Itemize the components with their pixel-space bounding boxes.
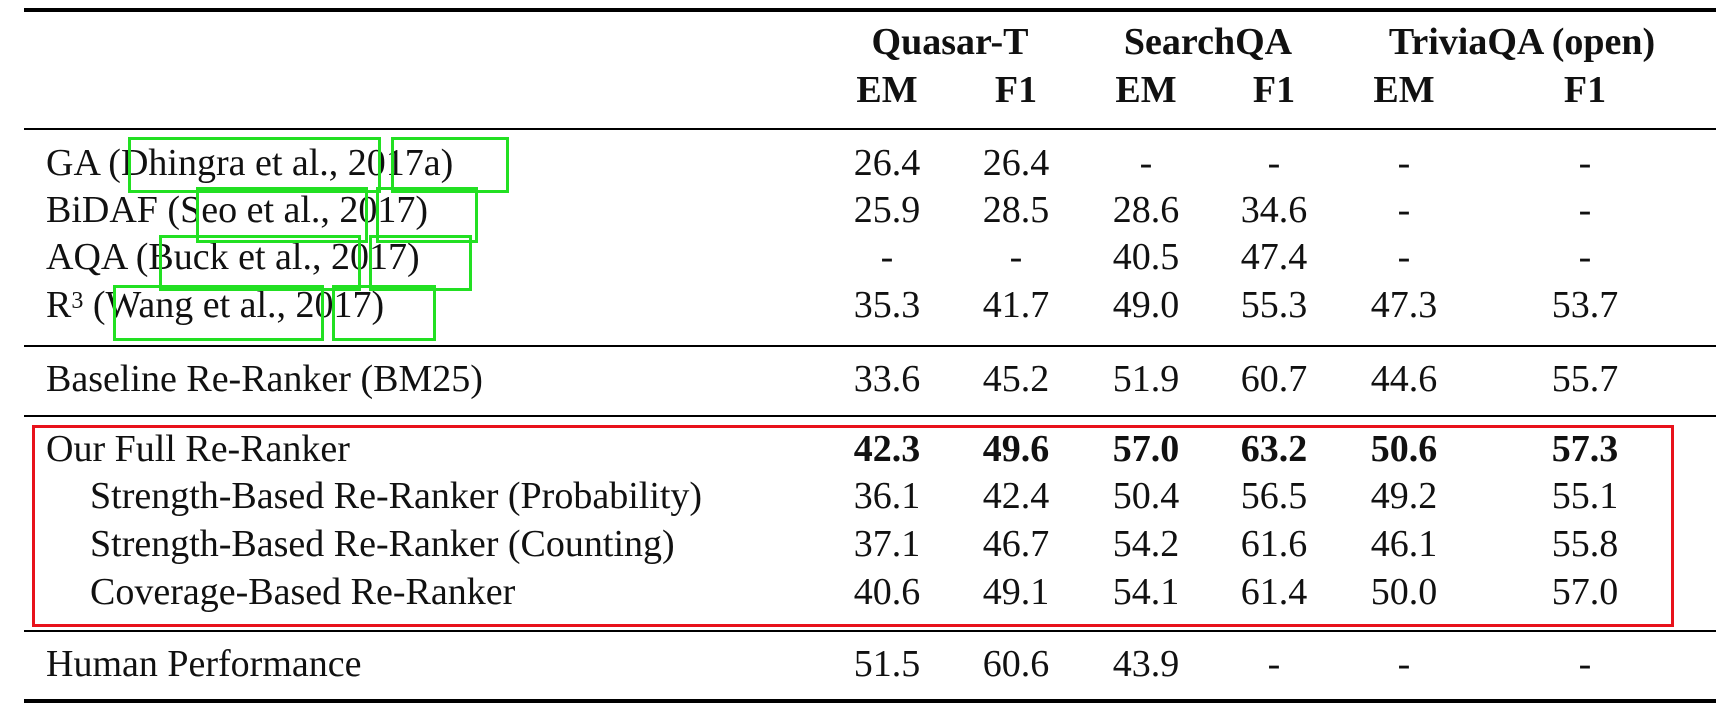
table-cell: 54.1 [1112,571,1180,613]
subcol-header-trivia-em: EM [1373,69,1435,111]
citation-box [369,235,472,291]
table-cell: 55.8 [1551,523,1619,565]
table-cell: - [1578,142,1592,184]
subcol-header-quasar-em: EM [856,69,918,111]
group-header-quasar-t: Quasar-T [871,21,1029,63]
table-cell: 40.6 [853,571,921,613]
bottom-rule [24,699,1716,703]
table-cell: 60.7 [1240,358,1308,400]
row-label-bidaf: BiDAF (Seo et al., 2017) [46,189,429,231]
table-cell: 54.2 [1112,523,1180,565]
table-cell: - [880,236,894,278]
table-cell: - [1139,142,1153,184]
citation-box [391,137,509,193]
table-cell: 34.6 [1240,189,1308,231]
r3-citation: (Wang et al., 2017) [83,284,385,326]
table-cell: 40.5 [1112,236,1180,278]
subcol-header-searchqa-f1: F1 [1252,69,1296,111]
subcol-header-searchqa-em: EM [1115,69,1177,111]
row-label-ga: GA (Dhingra et al., 2017a) [46,142,454,184]
citation-box [128,137,381,193]
table-cell: 28.6 [1112,189,1180,231]
table-cell: 46.7 [982,523,1050,565]
table-cell: 50.0 [1370,571,1438,613]
table-cell: 57.0 [1551,571,1619,613]
table-cell: 43.9 [1112,643,1180,685]
table-cell: 55.1 [1551,475,1619,517]
table-cell: 47.3 [1370,284,1438,326]
row-label-full-reranker: Our Full Re-Ranker [46,428,350,470]
table-cell: - [1267,643,1281,685]
table-cell: 42.3 [853,428,921,470]
table-cell: - [1397,236,1411,278]
table-cell: 55.3 [1240,284,1308,326]
table-cell: - [1578,189,1592,231]
row-label-aqa: AQA (Buck et al., 2017) [46,236,420,278]
table-cell: 60.6 [982,643,1050,685]
table-cell: - [1009,236,1023,278]
row-label-strength-count: Strength-Based Re-Ranker (Counting) [90,523,675,565]
table-cell: 57.3 [1551,428,1619,470]
r3-main: R [46,284,72,326]
section-rule-3 [24,630,1716,632]
table-cell: 49.2 [1370,475,1438,517]
group-header-triviaqa: TriviaQA (open) [1388,21,1656,63]
table-cell: 49.1 [982,571,1050,613]
subcol-header-trivia-f1: F1 [1563,69,1607,111]
citation-box [376,187,478,243]
table-cell: - [1578,643,1592,685]
citation-box [113,285,324,341]
table-cell: - [1397,643,1411,685]
table-cell: 45.2 [982,358,1050,400]
section-rule-2 [24,415,1716,417]
table-cell: 25.9 [853,189,921,231]
table-cell: 46.1 [1370,523,1438,565]
table-cell: 37.1 [853,523,921,565]
citation-box [159,235,361,291]
table-cell: 50.6 [1370,428,1438,470]
row-label-coverage: Coverage-Based Re-Ranker [90,571,516,613]
citation-box [196,187,368,243]
table-cell: 36.1 [853,475,921,517]
r3-superscript: 3 [71,288,84,314]
table-cell: 26.4 [982,142,1050,184]
table-cell: 61.6 [1240,523,1308,565]
table-cell: - [1267,142,1281,184]
table-cell: 49.6 [982,428,1050,470]
table-cell: 56.5 [1240,475,1308,517]
header-rule [24,128,1716,130]
table-cell: 33.6 [853,358,921,400]
table-cell: - [1397,189,1411,231]
section-rule-1 [24,345,1716,347]
table-cell: 47.4 [1240,236,1308,278]
table-cell: 28.5 [982,189,1050,231]
table-cell: 53.7 [1551,284,1619,326]
citation-box [332,285,436,341]
table-cell: 51.9 [1112,358,1180,400]
group-header-searchqa: SearchQA [1123,21,1293,63]
row-label-strength-prob: Strength-Based Re-Ranker (Probability) [90,475,703,517]
subcol-header-quasar-f1: F1 [994,69,1038,111]
table-cell: 61.4 [1240,571,1308,613]
table-cell: 49.0 [1112,284,1180,326]
table-cell: 57.0 [1112,428,1180,470]
row-label-r3: R3 (Wang et al., 2017) [46,283,384,327]
table-cell: 44.6 [1370,358,1438,400]
top-rule [24,8,1716,12]
row-label-baseline: Baseline Re-Ranker (BM25) [46,358,483,400]
table-cell: 35.3 [853,284,921,326]
table-cell: 50.4 [1112,475,1180,517]
table-cell: 51.5 [853,643,921,685]
table-cell: 42.4 [982,475,1050,517]
table-cell: 55.7 [1551,358,1619,400]
highlight-box [32,425,1674,627]
table-cell: 41.7 [982,284,1050,326]
row-label-human: Human Performance [46,643,362,685]
table-cell: - [1397,142,1411,184]
table-cell: 26.4 [853,142,921,184]
table-cell: - [1578,236,1592,278]
table-cell: 63.2 [1240,428,1308,470]
